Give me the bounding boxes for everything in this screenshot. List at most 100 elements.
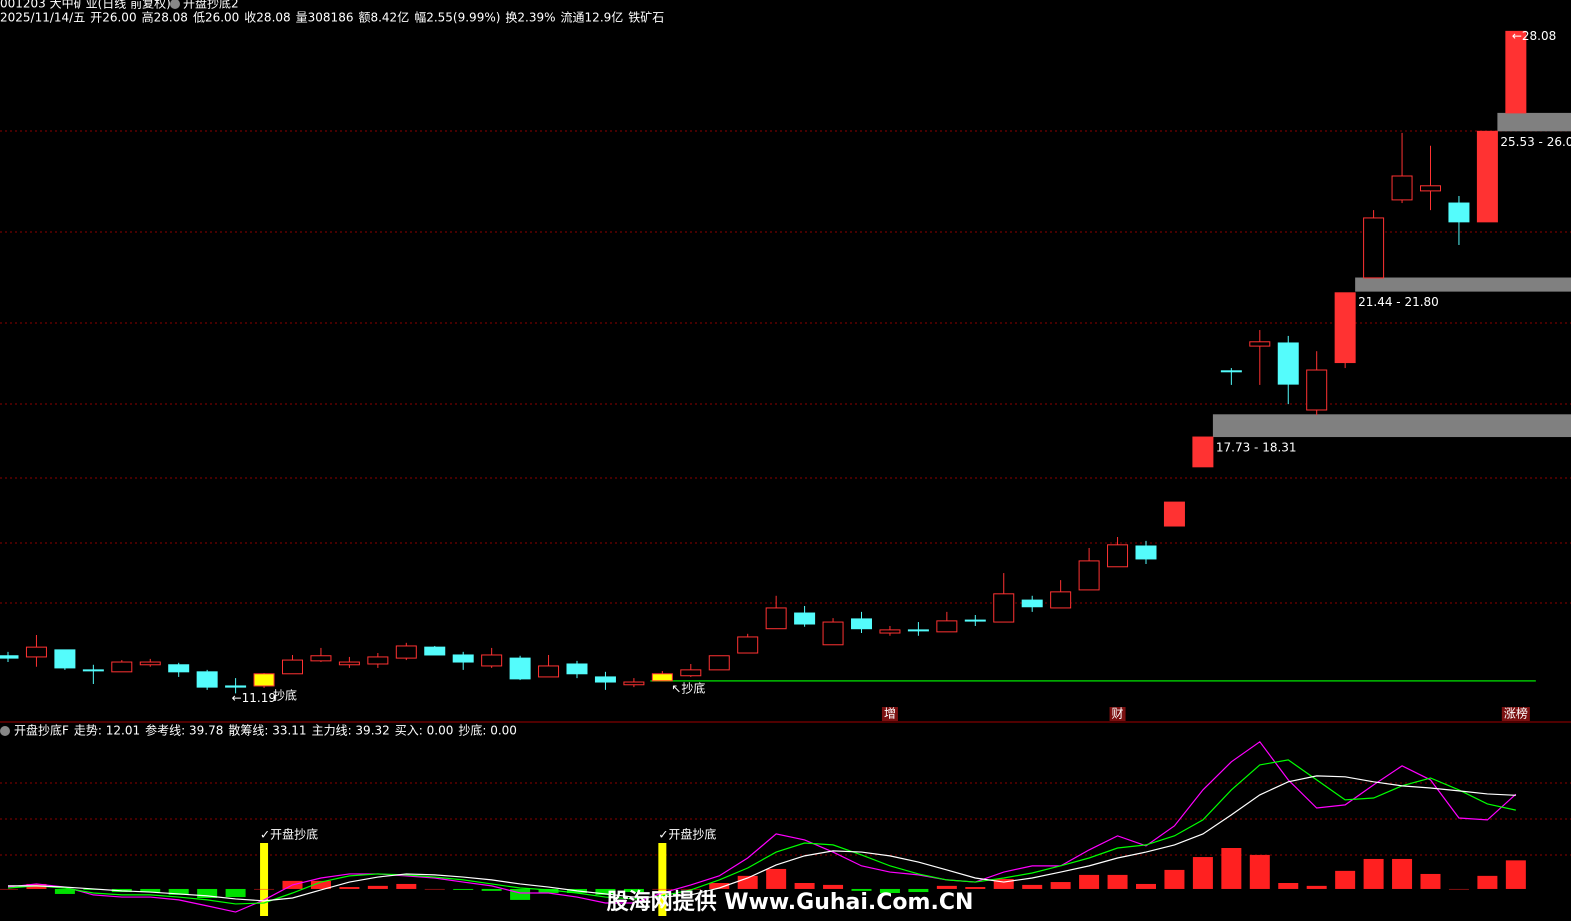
- candle-body: [1306, 369, 1328, 411]
- price-zone: [1355, 277, 1571, 292]
- watermark: 股海网提供 Www.Guhai.Com.CN: [607, 889, 974, 915]
- candle-body: [225, 685, 247, 688]
- trend-bar: [1221, 848, 1242, 889]
- trend-bar: [709, 883, 730, 889]
- candle-body: [1391, 175, 1413, 201]
- candle-body: [1505, 30, 1527, 114]
- candle-body: [1476, 130, 1498, 223]
- candle-body: [1334, 292, 1356, 364]
- candle-body: [1277, 342, 1299, 385]
- trend-bar: [1505, 860, 1526, 889]
- signal-bar: [658, 843, 667, 916]
- event-tag: 涨榜: [1504, 706, 1528, 721]
- candle-body: [737, 636, 759, 654]
- candle-body: [509, 657, 531, 680]
- extreme-label: ←28.08: [1512, 29, 1556, 43]
- event-tag: 财: [1112, 707, 1124, 721]
- indicator-line: [7, 759, 1516, 905]
- trend-bar: [424, 888, 445, 890]
- trend-bar: [197, 888, 218, 898]
- trend-bar: [1363, 858, 1384, 889]
- trend-bar: [652, 888, 673, 890]
- candle-body: [765, 607, 787, 630]
- zone-label: 17.73 - 18.31: [1216, 441, 1297, 455]
- candle-body: [1192, 436, 1214, 468]
- trend-bar: [254, 888, 275, 890]
- event-tag-bg: [881, 707, 898, 721]
- trend-bar: [766, 868, 787, 889]
- info-item: 抄底: 0.00: [458, 723, 517, 738]
- price-zone: [1497, 112, 1571, 132]
- trend-bar: [908, 888, 929, 893]
- candle-body: [1363, 217, 1385, 279]
- candle-body: [651, 673, 673, 682]
- trend-bar: [794, 883, 815, 889]
- info-item: 量308186: [296, 11, 354, 25]
- info-item: 参考线: 39.78: [145, 723, 223, 738]
- candle-body: [424, 646, 446, 656]
- trend-bar: [623, 888, 644, 893]
- candle-body: [0, 655, 19, 659]
- trend-bar: [339, 887, 360, 889]
- candle-body: [538, 665, 560, 678]
- info-item: 低26.00: [193, 11, 239, 25]
- candle-body: [1163, 501, 1185, 527]
- signal-bar: [260, 843, 269, 916]
- event-tag: 增: [884, 707, 896, 721]
- event-tag-bg: [1109, 707, 1126, 721]
- candle-body: [623, 681, 645, 686]
- event-tag-bg: [1501, 707, 1530, 721]
- trend-bar: [1448, 888, 1469, 890]
- trend-bar: [1164, 869, 1185, 889]
- info-item: 收28.08: [244, 11, 290, 25]
- trend-bar: [1249, 854, 1270, 889]
- candle-body: [310, 655, 332, 662]
- trend-bar: [936, 885, 957, 889]
- info-item: 幅2.55(9.99%): [414, 10, 500, 25]
- candle-body: [822, 621, 844, 646]
- info-item: 买入: 0.00: [395, 724, 454, 738]
- candle-body: [794, 612, 816, 625]
- candle-body: [907, 629, 929, 632]
- candle-body: [936, 620, 958, 633]
- info-item: 额8.42亿: [358, 10, 409, 25]
- trend-bar: [595, 888, 616, 895]
- candle-body: [1249, 341, 1271, 347]
- trend-bar: [538, 888, 559, 893]
- trend-bar: [1306, 885, 1327, 889]
- candle-body: [25, 646, 47, 658]
- candle-body: [168, 664, 190, 673]
- info-item: 换2.39%: [505, 11, 555, 25]
- candle-body: [196, 671, 218, 688]
- indicator-icon: [0, 726, 10, 736]
- info-item: 开盘抄底F: [14, 723, 69, 738]
- trend-bar: [1192, 857, 1213, 889]
- candle-body: [1220, 370, 1242, 373]
- signal-label: ↖抄底: [671, 680, 705, 695]
- candle-body: [1050, 591, 1072, 609]
- candle-body: [338, 661, 360, 666]
- trend-bar: [1278, 883, 1299, 889]
- trend-bar: [1392, 858, 1413, 889]
- info-item: 流通12.9亿: [561, 10, 624, 25]
- info-item: 散筹线: 33.11: [228, 723, 306, 738]
- info-item: 铁矿石: [628, 11, 664, 25]
- candle-body: [395, 645, 417, 659]
- candle-body: [452, 654, 474, 663]
- candle-body: [481, 654, 503, 667]
- indicator-name: 开盘抄底2: [183, 0, 239, 11]
- trend-bar: [453, 888, 474, 890]
- candle-body: [139, 661, 161, 666]
- candle-body: [1135, 545, 1157, 560]
- trend-bar: [367, 885, 388, 889]
- candle-body: [1107, 544, 1129, 568]
- candle-body: [566, 663, 588, 675]
- indicator-line: [7, 740, 1517, 913]
- trend-bar: [54, 888, 75, 894]
- candle-body: [993, 593, 1015, 623]
- trend-bar: [396, 883, 417, 889]
- price-zone: [1212, 414, 1571, 438]
- trend-bar: [993, 878, 1014, 889]
